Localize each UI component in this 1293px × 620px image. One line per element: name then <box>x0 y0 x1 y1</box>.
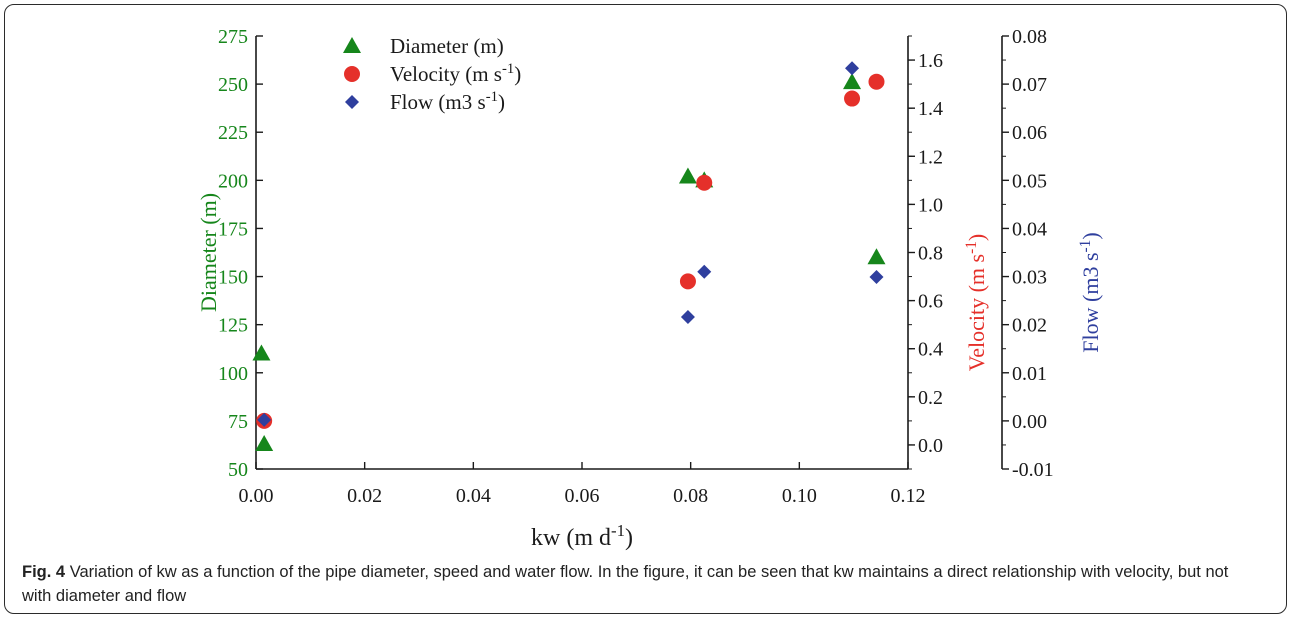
legend: Diameter (m) Velocity (m s-1) Flow (m3 s-1… <box>343 34 521 114</box>
flow-axis: -0.01 0.00 0.01 0.02 0.03 0.04 0.05 0.06 0.07 0.0… <box>1001 26 1104 481</box>
diameter-tick-label: 50 <box>228 459 248 481</box>
diameter-tick-label: 175 <box>218 218 248 240</box>
diameter-axis: 50 75 100 125 150 175 200 225 250 275 Diameter (m) <box>196 26 263 481</box>
flow-point <box>845 61 860 76</box>
flow-point <box>869 270 884 285</box>
kw-tick-label: 0.00 <box>239 485 274 507</box>
legend-flow-marker <box>345 95 359 109</box>
velocity-point <box>844 90 861 107</box>
velocity-axis-label: Velocity (m s-1) <box>963 234 990 371</box>
diameter-tick-label: 275 <box>218 26 248 48</box>
velocity-tick-label: 0.4 <box>918 339 943 361</box>
velocity-tick-label: 1.6 <box>918 50 943 72</box>
flow-point <box>680 309 695 324</box>
diameter-point <box>252 344 271 361</box>
velocity-tick-label: 0.0 <box>918 435 943 457</box>
diameter-tick-label: 225 <box>218 122 248 144</box>
legend-diameter-label: Diameter (m) <box>390 34 504 58</box>
data-points <box>252 61 886 451</box>
kw-tick-label: 0.08 <box>673 485 708 507</box>
caption-text: Variation of kw as a function of the pip… <box>22 563 1229 605</box>
flow-tick-label: 0.07 <box>1012 74 1047 96</box>
figure-frame <box>4 4 1287 614</box>
legend-velocity-label: Velocity (m s-1) <box>390 61 521 86</box>
legend-flow-label: Flow (m3 s-1) <box>390 89 505 114</box>
velocity-tick-label: 1.4 <box>918 98 943 120</box>
diameter-point <box>867 248 886 265</box>
flow-point <box>257 412 272 427</box>
kw-tick-label: 0.06 <box>565 485 600 507</box>
diameter-point <box>678 167 697 184</box>
velocity-point <box>696 174 713 191</box>
diameter-tick-label: 100 <box>218 363 248 385</box>
velocity-point <box>679 273 696 290</box>
velocity-tick-label: 0.6 <box>918 291 943 313</box>
velocity-tick-label: 1.2 <box>918 146 943 168</box>
flow-tick-label: -0.01 <box>1012 459 1054 481</box>
flow-tick-label: 0.08 <box>1012 26 1047 48</box>
diameter-tick-label: 125 <box>218 315 248 337</box>
velocity-axis: 0.0 0.2 0.4 0.6 0.8 1.0 1.2 1.4 1.6 Velocity (m s… <box>907 35 990 470</box>
velocity-tick-label: 0.2 <box>918 387 943 409</box>
flow-tick-label: 0.00 <box>1012 411 1047 433</box>
kw-tick-label: 0.10 <box>782 485 817 507</box>
diameter-point <box>843 73 862 90</box>
figure-caption: Fig. 4 Variation of kw as a function of … <box>22 560 1262 608</box>
flow-tick-label: 0.04 <box>1012 218 1047 240</box>
flow-tick-label: 0.03 <box>1012 267 1047 289</box>
kw-tick-label: 0.02 <box>347 485 382 507</box>
legend-diameter-marker <box>343 37 361 53</box>
caption-label: Fig. 4 <box>22 563 66 581</box>
diameter-axis-label: Diameter (m) <box>196 193 221 312</box>
velocity-point <box>868 73 885 90</box>
kw-tick-label: 0.04 <box>456 485 491 507</box>
diameter-tick-label: 75 <box>228 411 248 433</box>
velocity-tick-label: 0.8 <box>918 243 943 265</box>
flow-tick-label: 0.01 <box>1012 363 1047 385</box>
legend-velocity-marker <box>344 66 360 82</box>
diameter-tick-label: 150 <box>218 267 248 289</box>
velocity-tick-label: 1.0 <box>918 194 943 216</box>
flow-tick-label: 0.06 <box>1012 122 1047 144</box>
flow-axis-label: Flow (m3 s-1) <box>1077 232 1104 352</box>
diameter-tick-label: 250 <box>218 74 248 96</box>
kw-tick-label: 0.12 <box>891 485 926 507</box>
flow-point <box>697 264 712 279</box>
diameter-point <box>255 434 274 451</box>
diameter-tick-label: 200 <box>218 170 248 192</box>
kw-axis-label: kw (m d-1) <box>531 521 633 552</box>
kw-axis: 0.00 0.02 0.04 0.06 0.08 0.10 0.12 kw (m d-1) <box>239 462 926 551</box>
flow-tick-label: 0.05 <box>1012 170 1047 192</box>
flow-tick-label: 0.02 <box>1012 315 1047 337</box>
scatter-chart: 50 75 100 125 150 175 200 225 250 275 Diameter (m)… <box>196 26 1104 551</box>
